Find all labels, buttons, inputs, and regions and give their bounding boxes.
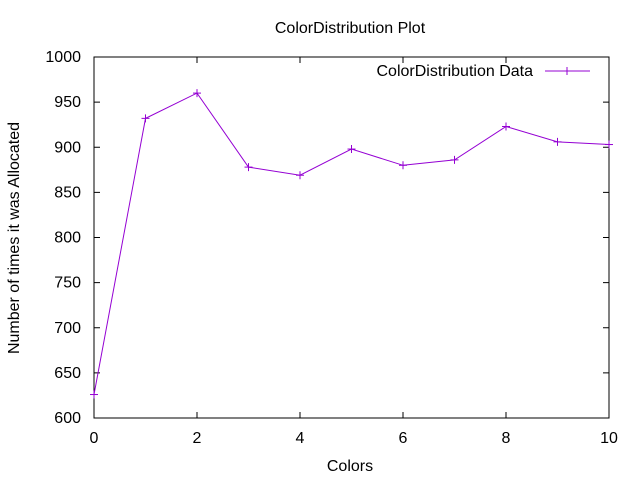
data-point: [450, 155, 459, 164]
x-axis: 0 2 4 6 8 10: [90, 57, 618, 447]
legend: ColorDistribution Data: [376, 63, 590, 80]
data-point: [347, 145, 356, 154]
legend-label: ColorDistribution Data: [376, 63, 533, 80]
x-tick-label: 4: [296, 430, 305, 447]
legend-plus-marker: [563, 67, 571, 75]
data-point: [244, 163, 253, 172]
series-line: [93, 92, 610, 395]
y-axis: 600 650 700 750 800 850 900 950 1000: [45, 49, 609, 427]
data-point: [399, 161, 407, 170]
chart-title: ColorDistribution Plot: [275, 20, 426, 37]
x-tick-label: 10: [600, 430, 618, 447]
data-point: [90, 390, 98, 399]
y-tick-label: 650: [54, 365, 81, 382]
data-point: [193, 89, 201, 98]
x-tick-label: 0: [90, 430, 99, 447]
x-axis-label: Colors: [327, 458, 373, 475]
x-tick-label: 2: [193, 430, 202, 447]
y-tick-label: 600: [54, 410, 81, 427]
x-tick-label: 6: [399, 430, 408, 447]
y-tick-label: 900: [54, 139, 81, 156]
series-layer: [90, 89, 613, 399]
legend-marker: [563, 67, 571, 75]
data-point: [296, 171, 304, 180]
y-tick-label: 800: [54, 230, 81, 247]
data-point: [553, 137, 562, 146]
y-axis-label: Number of times it was Allocated: [6, 122, 23, 354]
y-tick-label: 700: [54, 320, 81, 337]
y-tick-label: 850: [54, 184, 81, 201]
plot-frame: [93, 56, 610, 419]
data-point: [141, 114, 150, 123]
y-tick-label: 1000: [45, 49, 81, 66]
y-tick-label: 950: [54, 94, 81, 111]
data-point: [605, 140, 613, 149]
data-point: [502, 122, 510, 131]
x-tick-label: 8: [502, 430, 511, 447]
y-tick-label: 750: [54, 275, 81, 292]
